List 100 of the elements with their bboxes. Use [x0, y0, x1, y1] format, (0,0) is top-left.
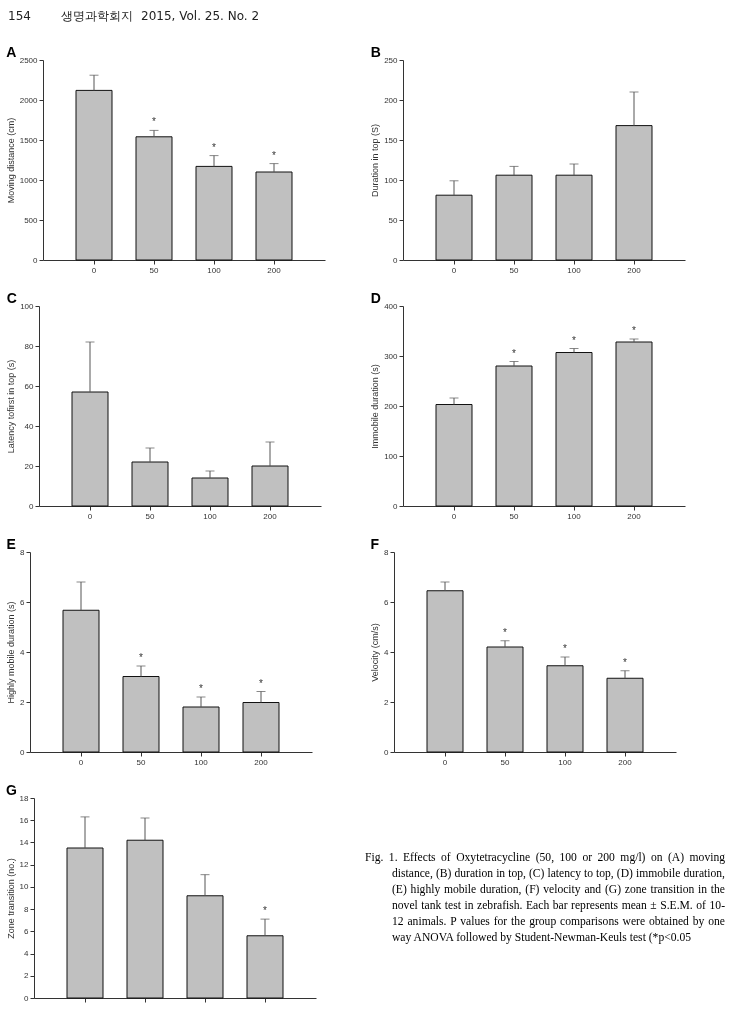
bar — [555, 174, 593, 261]
y-tick-label: 6 — [384, 597, 390, 607]
bar — [186, 895, 224, 999]
y-tick-label: 10 — [19, 882, 30, 892]
annotation: * — [199, 683, 204, 694]
bar — [251, 465, 289, 507]
x-tick-label: 50 — [509, 265, 519, 275]
bar — [71, 391, 109, 507]
annotation: * — [139, 652, 144, 663]
x-tick-label: 0 — [451, 265, 457, 275]
bar — [546, 665, 584, 753]
y-tick-label: 8 — [384, 547, 390, 557]
y-tick-label: 2500 — [19, 55, 39, 65]
x-tick-label: 50 — [149, 265, 159, 275]
y-tick-label: 20 — [24, 461, 35, 471]
annotation: * — [152, 116, 157, 128]
y-axis-title: Immobile duration (s) — [370, 364, 381, 449]
y-tick-label: 250 — [384, 55, 399, 65]
y-axis-title: Highly mobile duration (s) — [6, 601, 17, 704]
bar — [555, 352, 593, 507]
annotation: * — [572, 334, 577, 346]
x-tick-label: 50 — [509, 511, 519, 521]
bar — [486, 646, 524, 753]
caption: Fig. 1. Effects of Oxytetracycline (50, 100 or 200 mg/l) on (A) moving distance, (B) duration in top, (C) latency to top, (D) immobile duration, (E) highly mobile duration, (F) velocity and (G) zone transition in the novel tank test in zebrafish. Each bar represents mean ± S.E.M. of 10-12 animals. P values for the group comparisons were obtained by one way ANOVA followed by Student-Newman-Keuls test (*p<0.05 — [364, 850, 726, 946]
bar — [75, 89, 113, 261]
y-tick-label: 8 — [24, 904, 30, 914]
x-tick-label: 0 — [442, 757, 448, 767]
y-tick-label: 150 — [384, 135, 399, 145]
y-tick-label: 12 — [19, 860, 30, 870]
bar — [122, 676, 160, 753]
x-tick-label: 200 — [618, 757, 633, 767]
bar — [182, 706, 220, 753]
chart-title: F — [370, 536, 380, 552]
chart-title: A — [6, 44, 17, 60]
y-tick-label: 40 — [24, 421, 35, 431]
y-tick-label: 0 — [20, 747, 26, 757]
y-tick-label: 8 — [20, 547, 26, 557]
annotation: * — [632, 325, 637, 336]
x-tick-label: 50 — [145, 511, 155, 521]
bar — [246, 935, 284, 999]
y-tick-label: 2000 — [19, 95, 39, 105]
chart-title: D — [370, 290, 381, 306]
annotation: * — [272, 149, 277, 161]
y-tick-label: 1500 — [19, 135, 39, 145]
bar — [66, 847, 104, 999]
y-tick-label: 0 — [29, 501, 35, 511]
y-tick-label: 60 — [24, 381, 35, 391]
y-axis-title: Velocity (cm/s) — [370, 623, 381, 682]
y-tick-label: 0 — [384, 747, 390, 757]
chart-title: E — [6, 536, 16, 552]
y-tick-label: 2 — [20, 697, 26, 707]
x-tick-label: 100 — [567, 265, 582, 275]
bar — [131, 461, 169, 507]
y-tick-label: 0 — [393, 501, 399, 511]
annotation: * — [503, 626, 508, 638]
chart-title: B — [370, 44, 381, 60]
x-tick-label: 0 — [78, 757, 84, 767]
y-tick-label: 100 — [384, 175, 399, 185]
bar — [495, 174, 533, 261]
x-tick-label: 0 — [91, 265, 97, 275]
y-tick-label: 2 — [24, 971, 30, 981]
x-tick-label: 200 — [627, 265, 642, 275]
x-tick-label: 100 — [558, 757, 573, 767]
y-tick-label: 6 — [24, 926, 30, 936]
y-tick-label: 4 — [20, 647, 26, 657]
y-tick-label: 16 — [19, 815, 30, 825]
y-tick-label: 400 — [384, 301, 399, 311]
y-tick-label: 18 — [19, 793, 30, 803]
text: 154 생명과학회지 2015, Vol. 25. No. 2 — [7, 8, 261, 25]
x-tick-label: 0 — [87, 511, 93, 521]
bar — [126, 839, 164, 999]
annotation: * — [623, 656, 628, 668]
bar — [242, 702, 280, 753]
annotation: * — [259, 677, 264, 689]
y-tick-label: 1000 — [19, 175, 39, 185]
bar — [615, 341, 653, 507]
y-tick-label: 14 — [19, 837, 30, 847]
bar — [195, 165, 233, 261]
y-tick-label: 500 — [24, 215, 39, 225]
y-tick-label: 300 — [384, 351, 399, 361]
bar — [191, 477, 229, 507]
y-tick-label: 100 — [384, 451, 399, 461]
x-tick-label: 100 — [567, 511, 582, 521]
y-axis-title: Latency tofirst in top (s) — [6, 359, 17, 454]
y-tick-label: 50 — [388, 215, 399, 225]
y-tick-label: 0 — [24, 993, 30, 1003]
x-tick-label: 100 — [207, 265, 222, 275]
x-tick-label: 200 — [627, 511, 642, 521]
y-tick-label: 200 — [384, 401, 399, 411]
bar — [255, 171, 293, 261]
y-tick-label: 200 — [384, 95, 399, 105]
x-tick-label: 50 — [136, 757, 146, 767]
y-axis-title: Moving distance (cm) — [5, 117, 16, 204]
annotation: * — [212, 141, 217, 153]
y-tick-label: 4 — [384, 647, 390, 657]
y-tick-label: 0 — [393, 255, 399, 265]
x-tick-label: 200 — [254, 757, 269, 767]
x-tick-label: 200 — [267, 265, 282, 275]
y-tick-label: 100 — [20, 301, 35, 311]
y-tick-label: 4 — [24, 949, 30, 959]
